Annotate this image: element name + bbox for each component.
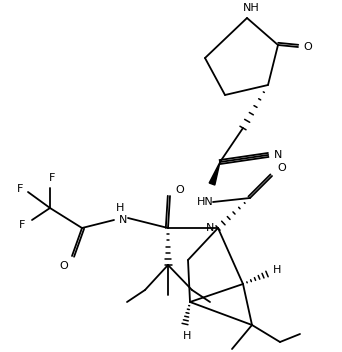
Polygon shape bbox=[209, 162, 220, 185]
Text: F: F bbox=[17, 184, 23, 194]
Text: O: O bbox=[304, 42, 312, 52]
Text: N: N bbox=[274, 150, 282, 160]
Text: O: O bbox=[60, 261, 68, 271]
Text: H: H bbox=[183, 331, 191, 341]
Text: F: F bbox=[49, 173, 55, 183]
Text: H: H bbox=[116, 203, 124, 213]
Text: O: O bbox=[176, 185, 184, 195]
Text: O: O bbox=[278, 163, 286, 173]
Text: N: N bbox=[119, 215, 127, 225]
Text: H: H bbox=[273, 265, 281, 275]
Text: F: F bbox=[19, 220, 25, 230]
Text: HN: HN bbox=[197, 197, 213, 207]
Text: N: N bbox=[206, 223, 214, 233]
Text: NH: NH bbox=[242, 3, 259, 13]
